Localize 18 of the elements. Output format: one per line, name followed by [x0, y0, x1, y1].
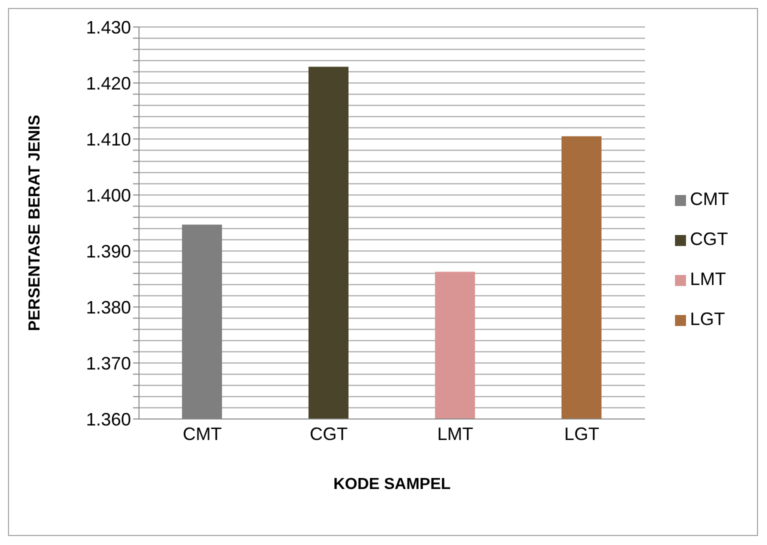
y-tick-label: 1.430: [86, 17, 131, 38]
y-tick-label: 1.360: [86, 409, 131, 430]
x-axis-title: KODE SAMPEL: [333, 476, 451, 493]
y-tick-label: 1.420: [86, 73, 131, 94]
y-tick-label: 1.370: [86, 353, 131, 374]
y-tick-label: 1.400: [86, 185, 131, 206]
x-tick-label: CMT: [182, 424, 222, 444]
x-tick-label: CGT: [310, 424, 348, 444]
legend-label: CMT: [690, 189, 729, 209]
x-tick-label: LMT: [437, 424, 474, 444]
legend-label: CGT: [690, 229, 728, 249]
y-tick-label: 1.390: [86, 241, 131, 262]
y-tick-label: 1.410: [86, 129, 131, 150]
y-axis-title: PERSENTASE BERAT JENIS: [26, 114, 44, 332]
legend-label: LMT: [690, 269, 726, 289]
x-tick-label: LGT: [564, 424, 600, 444]
legend-label: LGT: [690, 309, 726, 329]
y-tick-label: 1.380: [86, 297, 131, 318]
